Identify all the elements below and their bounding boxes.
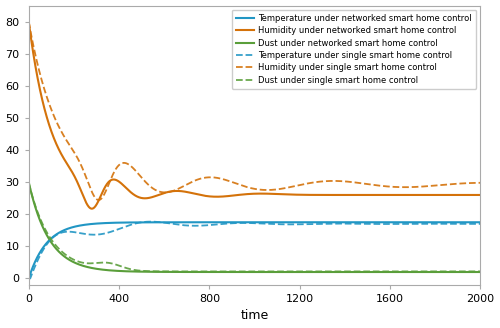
X-axis label: time: time [240,309,268,322]
Legend: Temperature under networked smart home control, Humidity under networked smart h: Temperature under networked smart home c… [232,10,476,89]
